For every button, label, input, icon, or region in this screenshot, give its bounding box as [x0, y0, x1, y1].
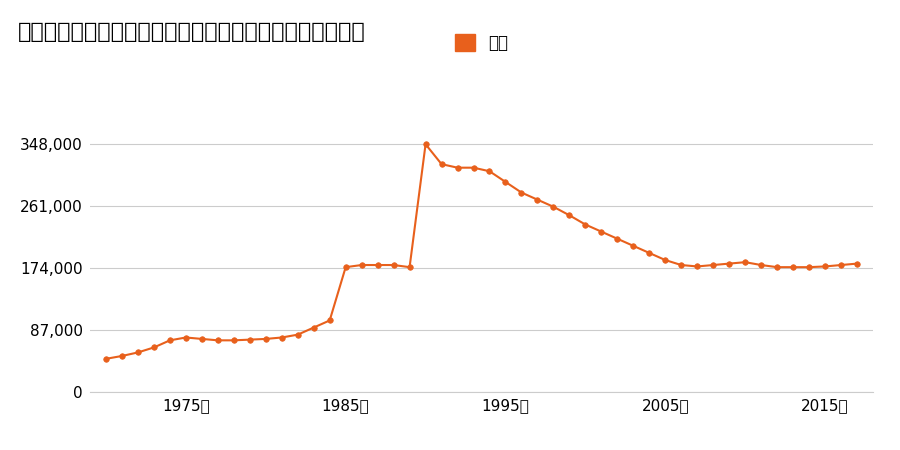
Text: 神奈川県横浜市戸塚区桂町字平島１８１番３４の地価推移: 神奈川県横浜市戸塚区桂町字平島１８１番３４の地価推移 [18, 22, 365, 42]
Legend: 価格: 価格 [448, 27, 515, 59]
